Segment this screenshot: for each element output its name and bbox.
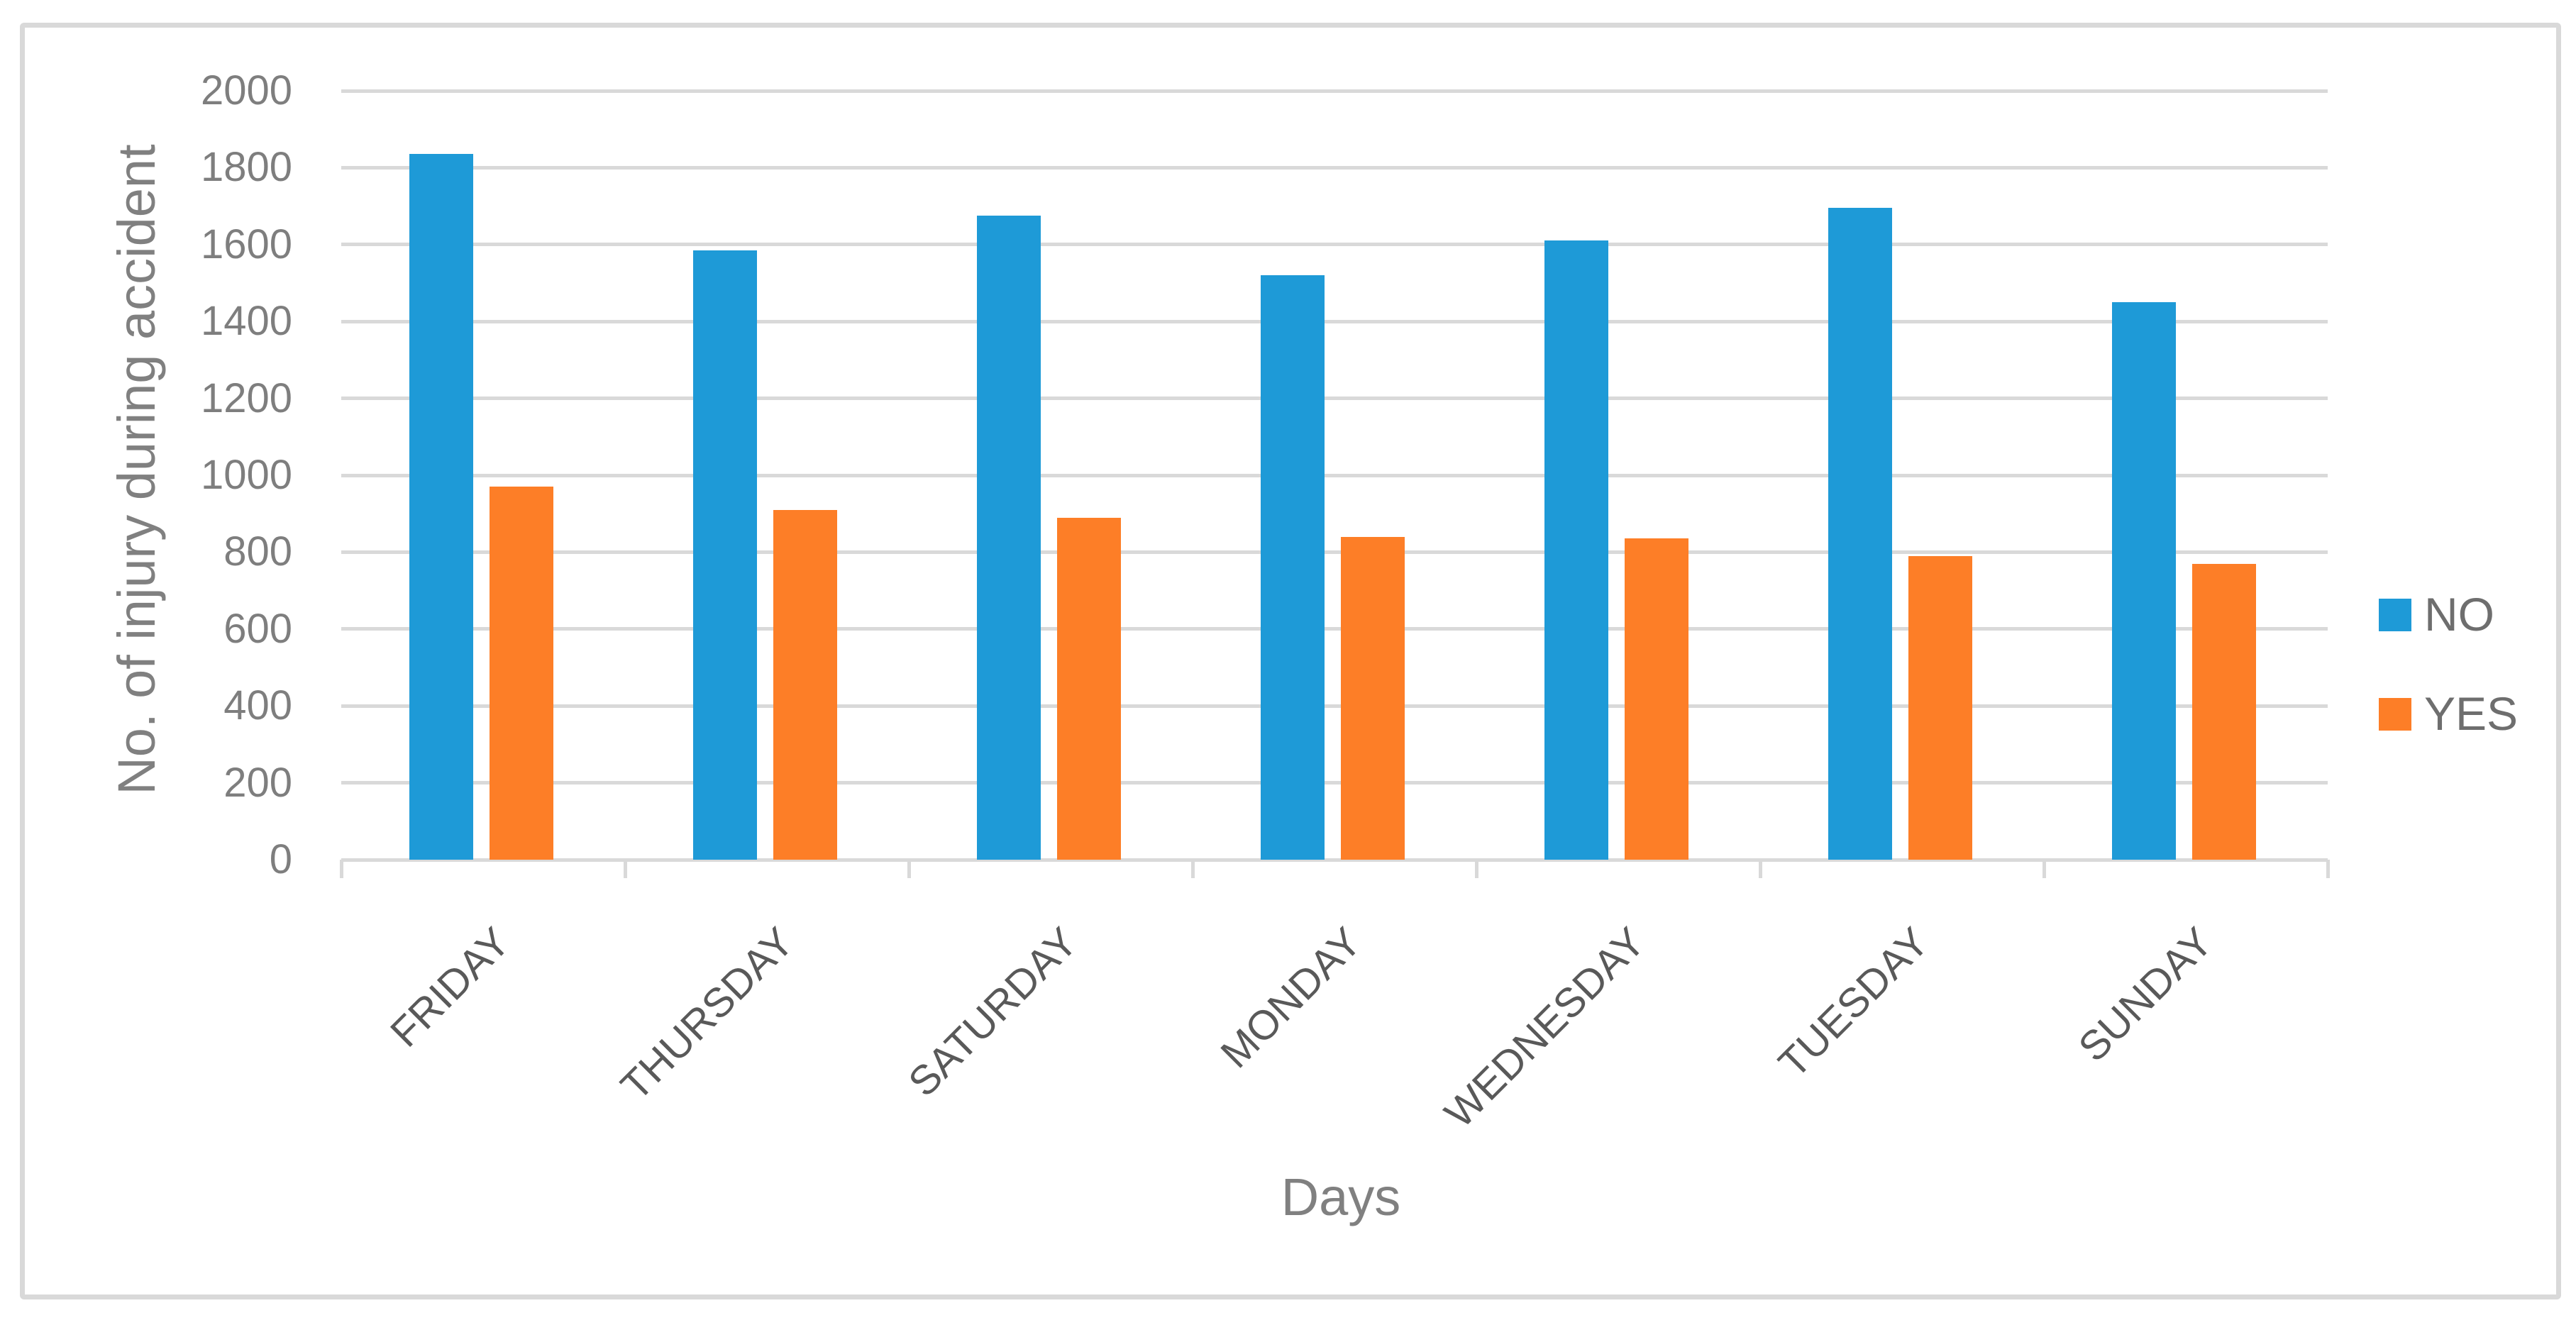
bar-no-saturday (977, 216, 1041, 860)
bar-yes-tuesday (1908, 555, 1972, 860)
x-axis-tick (1474, 860, 1478, 878)
gridline-400 (341, 704, 2328, 708)
x-axis-tick (2326, 860, 2330, 878)
x-axis-tick (1190, 860, 1195, 878)
y-tick-label-1800: 1800 (200, 144, 292, 191)
bar-no-monday (1261, 275, 1325, 860)
gridline-600 (341, 627, 2328, 631)
bar-no-tuesday (1828, 208, 1892, 860)
bar-yes-wednesday (1625, 538, 1688, 860)
bar-yes-monday (1341, 536, 1405, 860)
y-tick-label-0: 0 (269, 836, 292, 882)
legend-swatch-no (2379, 598, 2411, 631)
gridline-800 (341, 550, 2328, 554)
x-category-label-friday: FRIDAY (381, 919, 519, 1056)
bar-no-sunday (2112, 302, 2176, 860)
bar-no-thursday (693, 250, 757, 860)
bar-yes-friday (490, 487, 553, 860)
x-axis-tick (339, 860, 343, 878)
y-tick-label-600: 600 (223, 605, 292, 652)
gridline-0 (341, 858, 2328, 862)
x-axis-tick (623, 860, 627, 878)
legend-label-no: NO (2424, 588, 2494, 641)
x-axis-title: Days (1281, 1168, 1401, 1226)
y-tick-label-2000: 2000 (200, 67, 292, 113)
gridline-1600 (341, 243, 2328, 247)
y-tick-label-400: 400 (223, 682, 292, 729)
x-category-label-thursday: THURSDAY (612, 919, 803, 1109)
gridline-1400 (341, 319, 2328, 323)
bar-no-friday (409, 154, 473, 860)
x-category-label-sunday: SUNDAY (2069, 919, 2222, 1071)
x-axis-tick (1758, 860, 1762, 878)
x-axis-tick (907, 860, 911, 878)
x-category-label-saturday: SATURDAY (900, 919, 1087, 1106)
gridline-200 (341, 781, 2328, 785)
y-tick-label-1200: 1200 (200, 375, 292, 421)
y-axis-title: No. of injury during accident (107, 144, 166, 795)
y-tick-label-1000: 1000 (200, 452, 292, 498)
gridline-2000 (341, 89, 2328, 93)
x-axis-tick (2042, 860, 2046, 878)
x-category-label-tuesday: TUESDAY (1769, 919, 1938, 1087)
legend-item-no: NO (2379, 588, 2494, 641)
gridline-1200 (341, 397, 2328, 401)
gridline-1800 (341, 165, 2328, 170)
bar-yes-thursday (773, 509, 837, 860)
bar-no-wednesday (1544, 240, 1608, 860)
legend-label-yes: YES (2424, 687, 2519, 740)
gridline-1000 (341, 473, 2328, 477)
y-tick-label-1400: 1400 (200, 298, 292, 345)
legend-swatch-yes (2379, 697, 2411, 731)
legend-item-yes: YES (2379, 687, 2519, 740)
bar-yes-saturday (1057, 517, 1121, 860)
y-tick-label-1600: 1600 (200, 221, 292, 267)
bar-yes-sunday (2192, 563, 2256, 860)
y-tick-label-800: 800 (223, 528, 292, 575)
y-tick-label-200: 200 (223, 759, 292, 806)
